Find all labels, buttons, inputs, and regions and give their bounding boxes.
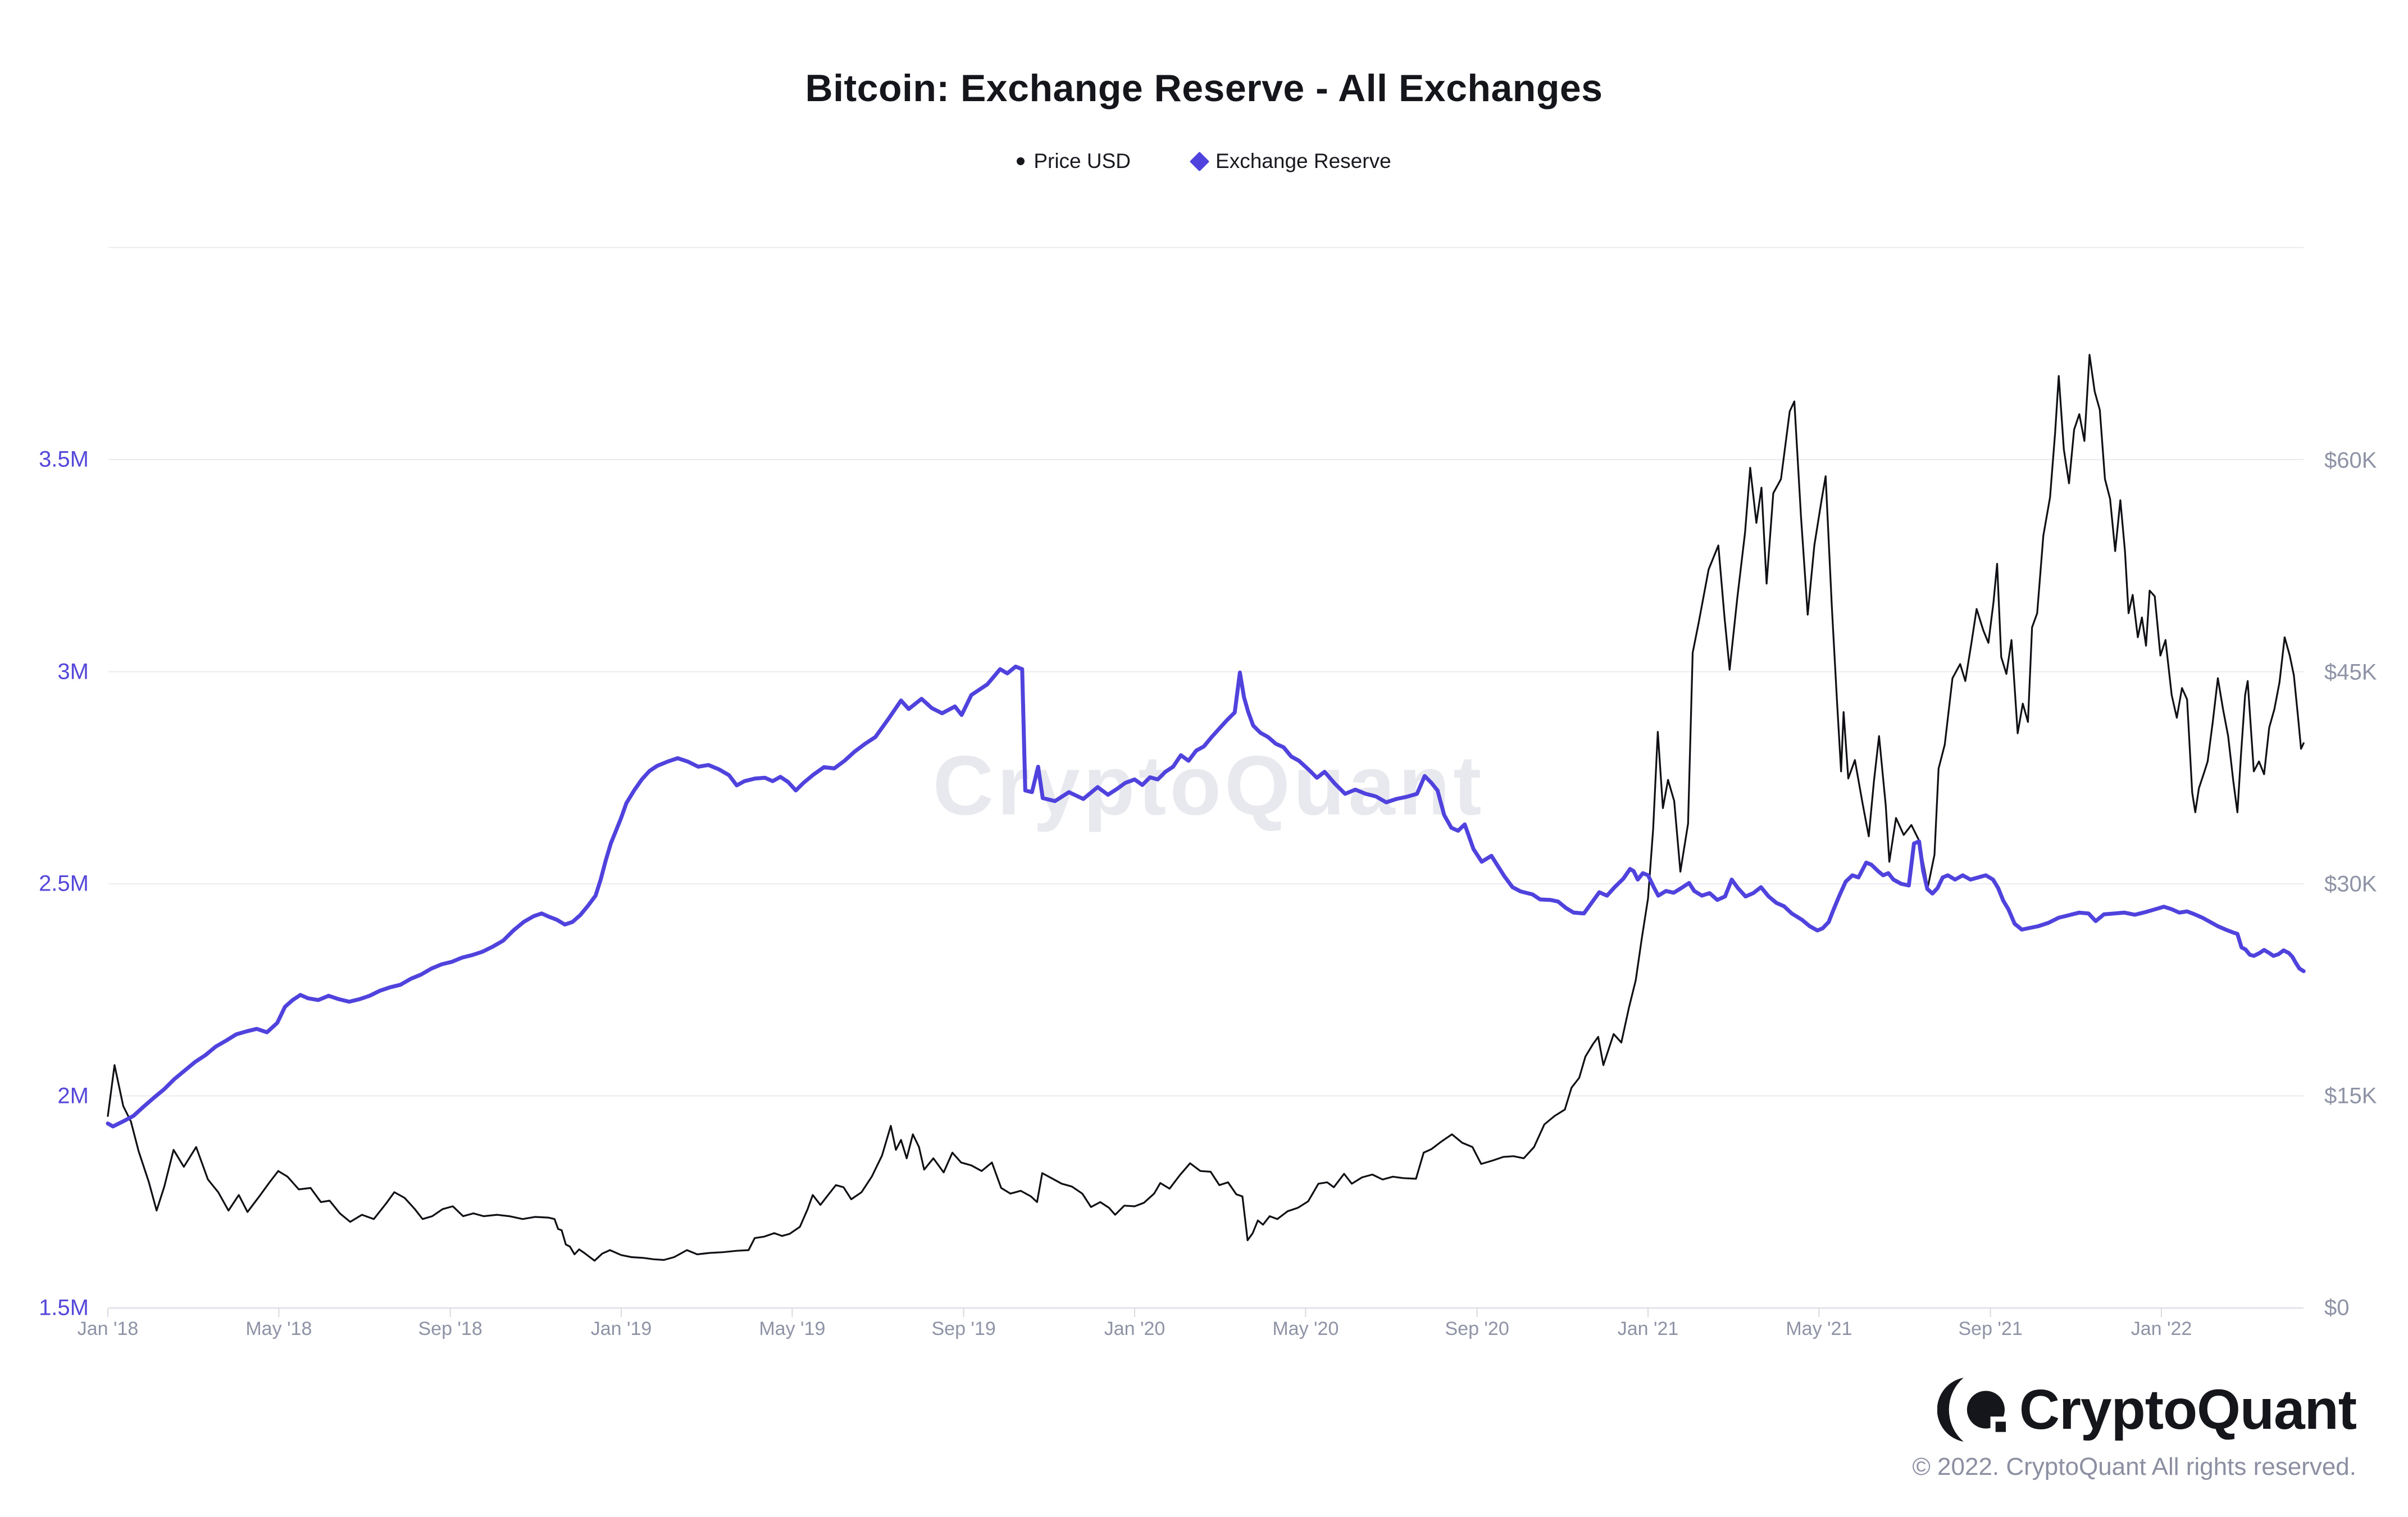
brand-name: CryptoQuant bbox=[2019, 1378, 2357, 1441]
legend-label-reserve: Exchange Reserve bbox=[1216, 149, 1391, 172]
reserve-line bbox=[106, 664, 2306, 1129]
legend-item-reserve[interactable]: Exchange Reserve bbox=[1189, 149, 1391, 173]
brand-row[interactable]: CryptoQuant bbox=[1912, 1375, 2357, 1444]
legend: Price USD Exchange Reserve bbox=[0, 149, 2408, 173]
branding: CryptoQuant © 2022. CryptoQuant All righ… bbox=[1912, 1375, 2357, 1481]
copyright-text: © 2022. CryptoQuant All rights reserved. bbox=[1912, 1453, 2356, 1480]
chart-title: Bitcoin: Exchange Reserve - All Exchange… bbox=[805, 67, 1603, 110]
legend-label-price: Price USD bbox=[1034, 149, 1131, 172]
price-line bbox=[107, 353, 2305, 1262]
cryptoquant-logo-icon bbox=[1937, 1378, 2006, 1442]
legend-item-price[interactable]: Price USD bbox=[1017, 149, 1131, 173]
price-dot-marker-icon bbox=[1017, 157, 1025, 165]
